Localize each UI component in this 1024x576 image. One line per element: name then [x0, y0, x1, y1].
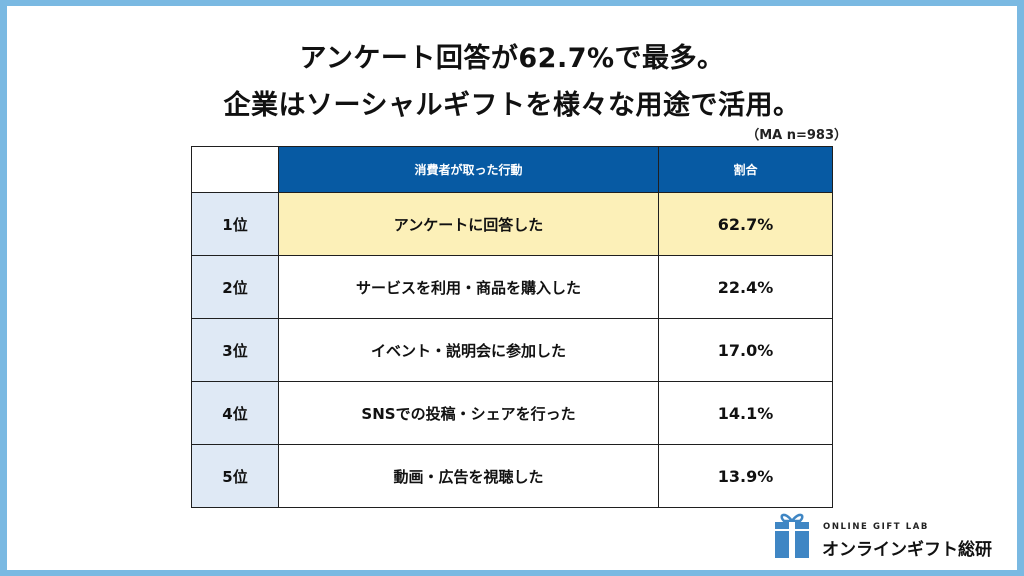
header-ratio-cell: 割合 — [658, 146, 833, 193]
brand-logo: ONLINE GIFT LAB オンラインギフト総研 — [772, 509, 1012, 564]
ratio-value: 14.1% — [658, 381, 833, 445]
title-line-2: 企業はソーシャルギフトを様々な用途で活用。 — [223, 90, 801, 121]
action-label: イベント・説明会に参加した — [278, 318, 659, 382]
rank-label: 1位 — [191, 192, 279, 256]
ratio-value: 22.4% — [658, 255, 833, 319]
table-row: 1位 アンケートに回答した 62.7% — [191, 192, 833, 256]
action-label: SNSでの投稿・シェアを行った — [278, 381, 659, 445]
table-row: 4位 SNSでの投稿・シェアを行った 14.1% — [191, 381, 833, 445]
table-row: 2位 サービスを利用・商品を購入した 22.4% — [191, 255, 833, 319]
rank-label: 5位 — [191, 444, 279, 508]
sample-note: （MA n=983） — [746, 128, 847, 143]
table-row: 5位 動画・広告を視聴した 13.9% — [191, 444, 833, 508]
ratio-value: 13.9% — [658, 444, 833, 508]
brand-subtitle: ONLINE GIFT LAB — [823, 522, 929, 532]
rank-label: 2位 — [191, 255, 279, 319]
brand-name: オンラインギフト総研 — [822, 540, 992, 560]
header-action-cell: 消費者が取った行動 — [278, 146, 659, 193]
rank-label: 4位 — [191, 381, 279, 445]
action-label: サービスを利用・商品を購入した — [278, 255, 659, 319]
rank-label: 3位 — [191, 318, 279, 382]
ranking-table: 消費者が取った行動 割合 1位 アンケートに回答した 62.7% 2位 サービス… — [191, 146, 833, 508]
ratio-value: 17.0% — [658, 318, 833, 382]
action-label: 動画・広告を視聴した — [278, 444, 659, 508]
table-row: 3位 イベント・説明会に参加した 17.0% — [191, 318, 833, 382]
table-header-row: 消費者が取った行動 割合 — [191, 146, 833, 193]
gift-box-icon — [775, 513, 809, 558]
header-rank-cell — [191, 146, 279, 193]
slide-canvas: アンケート回答が62.7%で最多。 企業はソーシャルギフトを様々な用途で活用。 … — [7, 6, 1017, 570]
ratio-value: 62.7% — [658, 192, 833, 256]
title-line-1: アンケート回答が62.7%で最多。 — [299, 43, 725, 74]
action-label: アンケートに回答した — [278, 192, 659, 256]
